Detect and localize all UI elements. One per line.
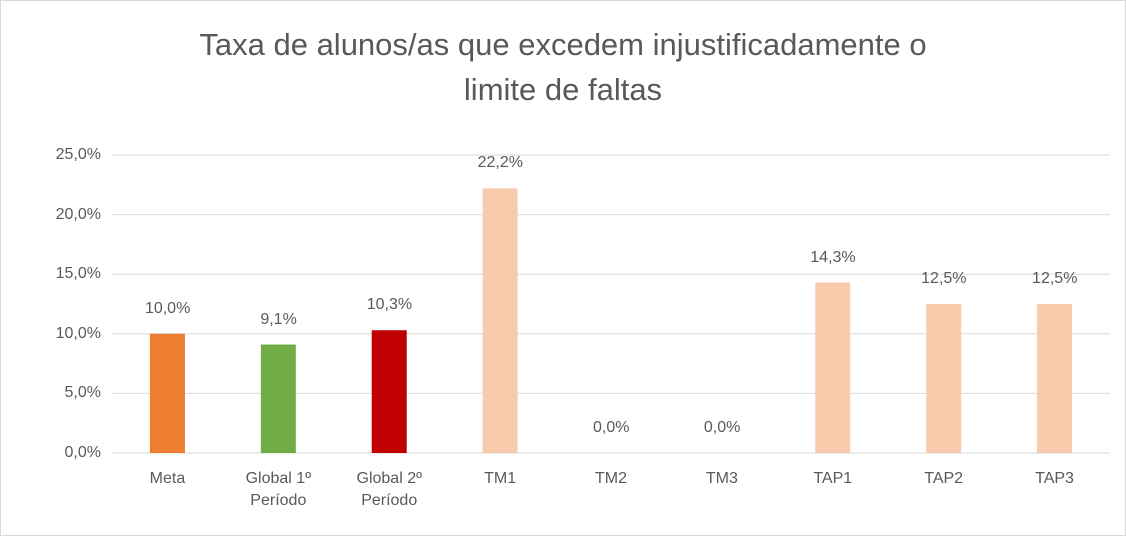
bar (371, 330, 407, 453)
x-tick-label: TAP1 (813, 470, 853, 487)
x-tick-label: TAP2 (924, 470, 964, 487)
chart-title: limite de faltas (463, 72, 663, 107)
y-tick-label: 5,0% (64, 384, 101, 402)
x-tick-label: Meta (149, 470, 186, 487)
value-label: 22,2% (477, 154, 523, 172)
bar (482, 188, 518, 453)
value-label: 10,3% (366, 296, 413, 314)
x-tick-label: Global 1º Período (245, 470, 312, 509)
chart-title: Taxa de alunos/as que excedem injustific… (199, 27, 927, 62)
x-tick-label: TM1 (484, 470, 517, 487)
y-tick-label: 20,0% (55, 205, 101, 223)
value-label: 0,0% (703, 419, 741, 436)
value-label: 10,0% (144, 299, 191, 317)
bar (926, 304, 962, 453)
bar (815, 282, 851, 453)
bar (149, 333, 185, 453)
y-tick-label: 0,0% (64, 444, 101, 461)
value-label: 12,5% (921, 270, 967, 287)
value-label: 0,0% (593, 419, 630, 436)
value-label: 9,1% (260, 310, 297, 328)
x-tick-label: TM2 (595, 470, 627, 487)
bar (260, 344, 296, 453)
x-tick-label: Global 2º Período (356, 470, 422, 509)
y-tick-label: 15,0% (55, 265, 101, 283)
y-tick-label: 25,0% (55, 146, 101, 163)
x-tick-label: TM3 (705, 470, 738, 487)
bar (1037, 304, 1073, 453)
value-label: 12,5% (1032, 270, 1078, 287)
x-tick-label: TAP3 (1035, 470, 1074, 487)
value-label: 14,3% (810, 248, 856, 266)
y-tick-label: 10,0% (55, 324, 101, 342)
